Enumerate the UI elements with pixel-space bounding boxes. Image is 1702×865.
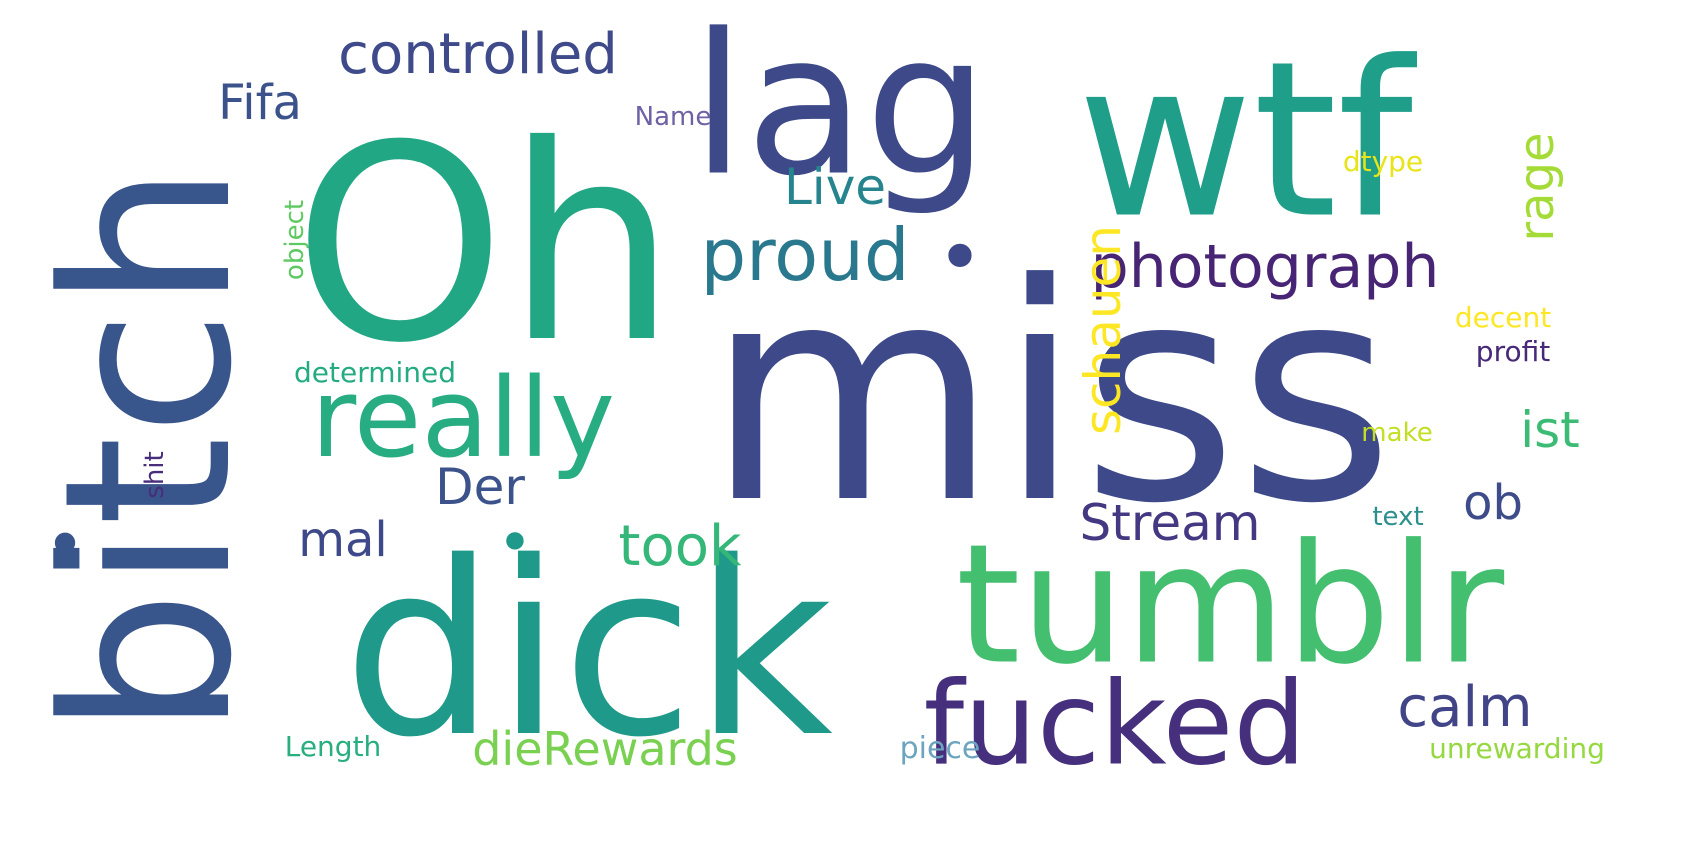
word-name: Name	[634, 102, 712, 132]
word-mal: mal	[298, 512, 388, 568]
word-tumblr: tumblr	[955, 508, 1505, 701]
word-rage: rage	[1509, 132, 1565, 242]
word-fifa: Fifa	[218, 75, 302, 131]
word-decent: decent	[1454, 301, 1552, 334]
word-proud: proud	[700, 213, 910, 297]
word-lag: lag	[691, 0, 989, 219]
word-die-rewards: dieRewards	[472, 722, 738, 776]
word-der: Der	[435, 458, 525, 516]
word-took: took	[618, 514, 742, 579]
word-ist: ist	[1520, 401, 1580, 459]
word-piece: piece	[899, 731, 981, 766]
dot-lag: •	[936, 211, 984, 304]
word-profit: profit	[1475, 335, 1551, 368]
word-fucked: fucked	[923, 657, 1307, 792]
word-text: text	[1372, 502, 1424, 532]
word-unrewarding: unrewarding	[1429, 732, 1605, 765]
word-oh: Oh	[293, 87, 677, 402]
word-miss: miss	[705, 220, 1395, 569]
word-bitch: bitch	[16, 163, 283, 737]
word-schauen: schauen	[1074, 224, 1132, 436]
word-controlled: controlled	[338, 22, 618, 87]
word-live: Live	[783, 158, 887, 216]
word-stream: Stream	[1079, 494, 1261, 552]
word-make: make	[1361, 418, 1433, 448]
word-length: Length	[284, 730, 382, 763]
word-shit: shit	[140, 451, 170, 499]
word-really: really	[310, 354, 616, 482]
word-object: object	[280, 199, 310, 281]
word-ob: ob	[1463, 475, 1523, 531]
word-determined: determined	[293, 356, 457, 389]
word-calm: calm	[1397, 675, 1533, 740]
dot-dick: •	[497, 508, 533, 578]
word-dick: dick	[343, 510, 833, 790]
word-wtf: wtf	[1077, 14, 1413, 266]
word-dtype: dtype	[1342, 145, 1424, 178]
word-photograph: photograph	[1090, 232, 1440, 302]
dot-bitch: •	[44, 504, 86, 586]
